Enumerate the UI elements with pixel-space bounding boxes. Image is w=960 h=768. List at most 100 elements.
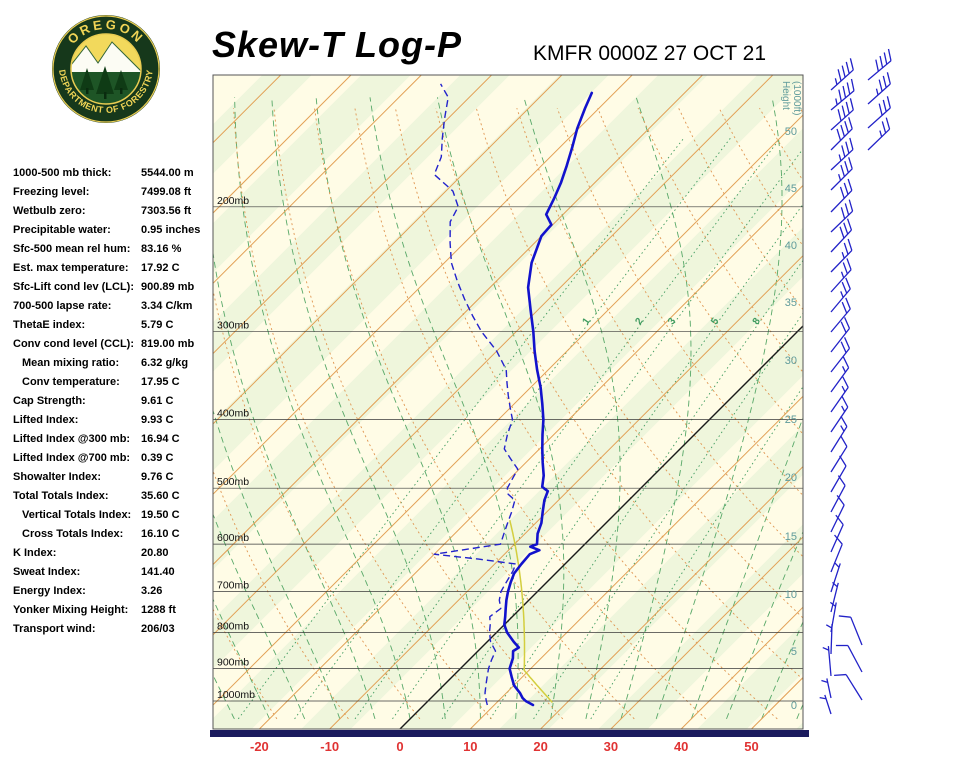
wind-barbs-layer — [819, 48, 892, 715]
wind-barb-feather — [843, 182, 849, 195]
wind-barb-feather — [840, 415, 848, 427]
wind-barb-feather — [848, 199, 854, 212]
wind-barb-feather — [846, 218, 853, 231]
wind-barb-feather — [839, 455, 847, 467]
wind-barb-feather — [843, 222, 849, 235]
wind-barb-feather — [842, 85, 847, 98]
mixing-ratio-line — [590, 385, 803, 720]
index-row: Vertical Totals Index: 19.50 C — [13, 505, 213, 524]
pressure-label: 700mb — [217, 579, 249, 591]
moist-adiabat-line — [315, 97, 481, 719]
height-label: 5 — [791, 646, 797, 658]
index-value: 17.92 C — [141, 261, 180, 274]
index-value: 0.39 C — [141, 451, 174, 464]
dry-adiabat-line — [799, 107, 803, 114]
logo-outer-border — [52, 15, 160, 123]
wind-barb-icon — [824, 694, 832, 715]
dry-adiabat-line — [233, 108, 492, 720]
wind-barb-icon — [830, 168, 853, 191]
dry-adiabat-line — [637, 107, 803, 373]
wind-barb-feather — [834, 673, 847, 677]
index-label: 700-500 lapse rate: — [13, 299, 112, 312]
wind-barb-feather — [847, 178, 853, 191]
wind-barb-feather — [878, 79, 883, 92]
dry-adiabat-line — [475, 107, 803, 619]
mixing-ratio-label: 2 — [633, 316, 645, 327]
mixing-ratio-line — [237, 138, 685, 720]
index-label: Total Totals Index: — [13, 489, 109, 502]
index-row: Precipitable water: 0.95 inches — [13, 220, 213, 239]
chart-background — [213, 75, 803, 729]
logo-trunk — [104, 92, 107, 99]
index-row: Lifted Index: 9.93 C — [13, 410, 213, 429]
wind-barb-feather — [821, 679, 828, 683]
index-value: 19.50 C — [141, 508, 180, 521]
wind-barb-feather — [841, 366, 846, 373]
index-label: Transport wind: — [13, 622, 96, 635]
isotherm-line — [610, 536, 803, 729]
wind-barb-feather — [829, 601, 836, 607]
index-value: 9.93 C — [141, 413, 174, 426]
isotherm-line — [213, 75, 774, 636]
wind-barb-feather — [838, 154, 842, 161]
index-row: Energy Index: 3.26 — [13, 581, 213, 600]
wind-barb-icon — [867, 128, 891, 151]
index-row: ThetaE index: 5.79 C — [13, 315, 213, 334]
height-axis-title: (1000ft) — [791, 81, 802, 115]
wind-barb-feather — [836, 128, 842, 141]
temp-axis-label: 50 — [744, 739, 758, 754]
wind-barb-feather — [842, 262, 849, 275]
wind-barb-feather — [875, 59, 879, 72]
wind-barb-icon — [830, 485, 846, 513]
isotherm-line — [822, 75, 960, 729]
index-value: 0.95 inches — [141, 223, 201, 236]
pressure-label: 200mb — [217, 195, 249, 207]
index-value: 9.76 C — [141, 470, 174, 483]
mixing-ratio-line — [354, 138, 781, 720]
index-row: Wetbulb zero: 7303.56 ft — [13, 201, 213, 220]
mixing-ratio-label: 3 — [666, 316, 678, 327]
dry-adiabat-line — [556, 107, 803, 497]
index-row: Lifted Index @300 mb: 16.94 C — [13, 429, 213, 448]
wind-barb-icon — [827, 646, 832, 677]
wind-barb-icon — [830, 446, 848, 473]
wind-barb-feather — [846, 258, 852, 270]
index-label: Wetbulb zero: — [13, 204, 86, 217]
wind-barb-feather — [839, 186, 845, 199]
index-row: Yonker Mixing Height: 1288 ft — [13, 600, 213, 619]
plot-lines-layer — [213, 75, 960, 729]
wind-barb-feather — [838, 174, 842, 181]
wind-barb-feather — [882, 99, 887, 112]
isotherm-line — [213, 114, 803, 706]
temp-axis-label: 0 — [396, 739, 403, 754]
wind-barb-feather — [840, 271, 845, 279]
wind-barb-icon — [850, 616, 863, 646]
wind-barb-icon — [830, 543, 843, 573]
index-row: Transport wind: 206/03 — [13, 619, 213, 638]
wind-barb-feather — [845, 101, 850, 114]
wind-barb-feather — [837, 475, 846, 486]
temp-axis-label: -10 — [320, 739, 339, 754]
wind-barb-feather — [844, 121, 849, 133]
wind-barb-feather — [835, 98, 838, 105]
wind-barb-feather — [885, 117, 891, 130]
axes-layer: 200mb 300mb 400mb 500mb 600mb 700mb 800mb 900mb… — [210, 74, 809, 754]
index-value: 7303.56 ft — [141, 204, 192, 217]
pressure-label: 900mb — [217, 657, 249, 669]
wind-barb-icon — [867, 83, 891, 105]
index-value: 9.61 C — [141, 394, 174, 407]
wind-barb-feather — [882, 75, 887, 88]
wind-barb-icon — [830, 504, 845, 533]
dry-adiabat-line — [881, 108, 960, 719]
logo-inner-border — [70, 33, 142, 105]
wind-barb-feather — [835, 514, 844, 525]
wind-barb-feather — [841, 301, 848, 314]
wind-barb-feather — [832, 581, 838, 588]
isotherm-line — [213, 75, 492, 355]
index-value: 3.34 C/km — [141, 299, 193, 312]
wind-barb-feather — [839, 226, 845, 239]
wind-barb-feather — [840, 291, 844, 298]
wind-barb-feather — [886, 96, 891, 109]
wind-barb-icon — [830, 623, 833, 655]
temp-axis-label: 20 — [533, 739, 547, 754]
